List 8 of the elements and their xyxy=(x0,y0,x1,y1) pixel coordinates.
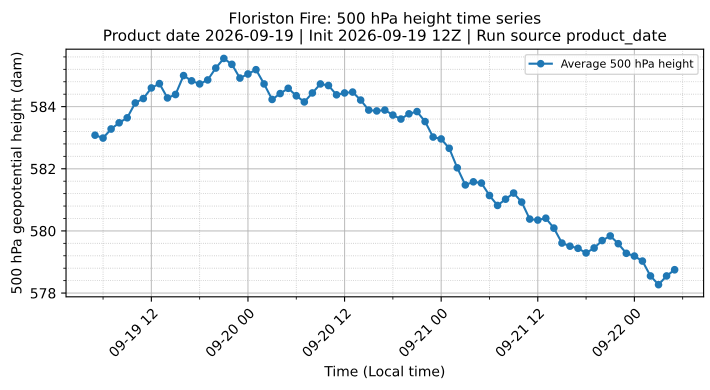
y-tick-label: 580 xyxy=(30,226,56,236)
chart-title: Floriston Fire: 500 hPa height time series Product date 2026-09-19 | Init 2026-09-19 12Z | Run source product_date xyxy=(104,12,666,44)
y-tick-label: 582 xyxy=(30,164,55,174)
x-axis-title: Time (Local time) xyxy=(324,366,444,378)
y-tick-label: 578 xyxy=(30,288,56,299)
legend-label: Average 500 hPa height xyxy=(560,59,694,70)
y-axis-title: 500 hPa geopotential height (dam) xyxy=(10,52,24,294)
y-tick-label: 584 xyxy=(30,102,56,112)
